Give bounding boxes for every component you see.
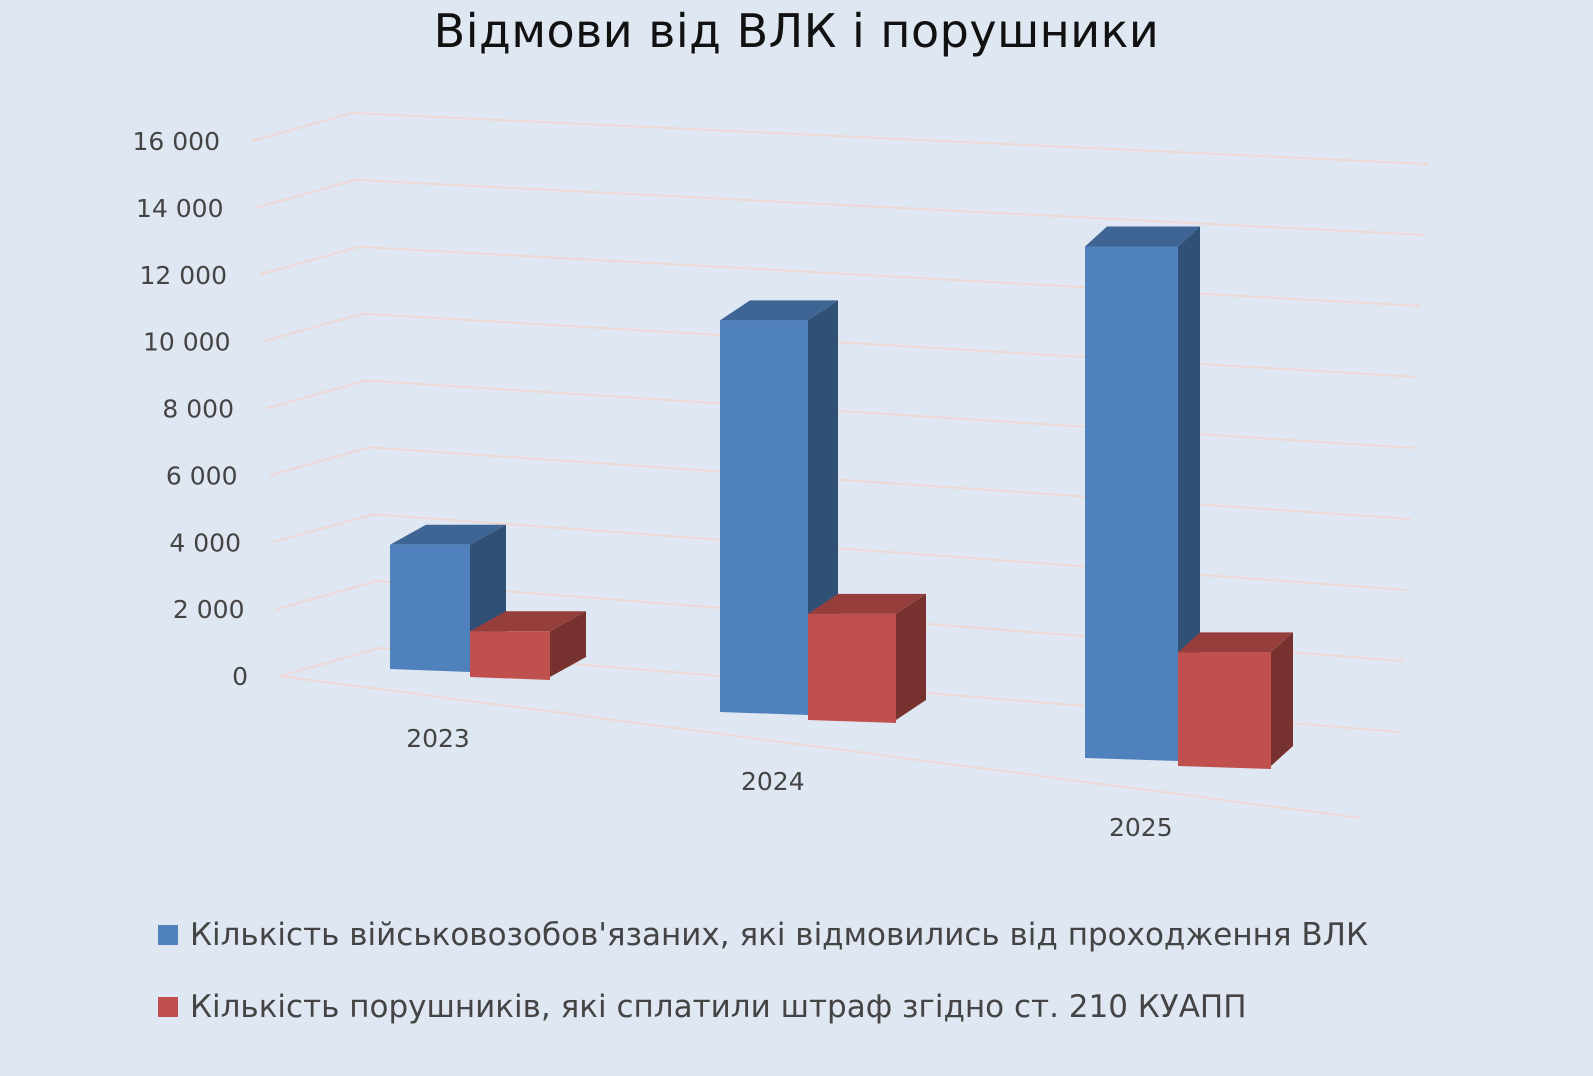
gridline xyxy=(265,379,1415,449)
bar-front xyxy=(1085,246,1178,761)
bar-top xyxy=(808,593,926,614)
x-tick-label: 2023 xyxy=(406,724,470,753)
bar-side xyxy=(896,593,926,720)
x-tick-label: 2024 xyxy=(741,767,805,796)
y-tick-label: 0 xyxy=(232,662,248,691)
legend-label-refusals: Кількість військовозобов'язаних, які від… xyxy=(190,917,1368,953)
gridline xyxy=(272,513,1408,591)
bar-side xyxy=(1178,226,1200,758)
y-tick-label: 16 000 xyxy=(133,127,220,156)
bar-violators-2024 xyxy=(808,593,926,723)
legend-label-violators: Кількість порушників, які сплатили штраф… xyxy=(190,989,1247,1025)
bar-side xyxy=(550,611,586,677)
y-tick-label: 4 000 xyxy=(169,528,241,557)
bar-top xyxy=(1085,226,1200,247)
y-tick-label: 2 000 xyxy=(173,595,245,624)
gridline xyxy=(269,446,1411,520)
bar-front xyxy=(470,631,550,680)
y-tick-label: 6 000 xyxy=(166,461,238,490)
gridline xyxy=(255,178,1425,236)
bar-front xyxy=(808,613,896,723)
bar-side xyxy=(1271,632,1293,766)
y-tick-label: 8 000 xyxy=(162,395,234,424)
bar-front xyxy=(720,320,808,715)
gridline xyxy=(276,580,1404,662)
legend-swatch-red xyxy=(158,997,178,1017)
chart-legend: Кількість військовозобов'язаних, які від… xyxy=(158,917,1368,1062)
gridline xyxy=(251,111,1429,165)
legend-swatch-blue xyxy=(158,925,178,945)
bar-top xyxy=(470,611,586,632)
bar-violators-2025 xyxy=(1178,632,1293,769)
gridline xyxy=(258,245,1422,307)
gridline xyxy=(279,646,1401,733)
bar-front xyxy=(390,544,470,672)
floor-edge xyxy=(279,675,1361,819)
bar-top xyxy=(1178,632,1293,653)
legend-item-refusals: Кількість військовозобов'язаних, які від… xyxy=(158,917,1368,953)
gridline xyxy=(262,312,1418,378)
x-tick-label: 2025 xyxy=(1109,813,1173,842)
legend-item-violators: Кількість порушників, які сплатили штраф… xyxy=(158,989,1368,1025)
bar-top xyxy=(390,524,506,545)
bar-top xyxy=(720,300,838,321)
bar-violators-2023 xyxy=(470,611,586,680)
bar-front xyxy=(1178,652,1271,769)
chart-title: Відмови від ВЛК і порушники xyxy=(433,4,1160,58)
y-tick-label: 10 000 xyxy=(143,328,230,357)
bar-refusals-2025 xyxy=(1085,226,1200,761)
y-tick-label: 12 000 xyxy=(140,261,227,290)
y-tick-label: 14 000 xyxy=(136,194,223,223)
